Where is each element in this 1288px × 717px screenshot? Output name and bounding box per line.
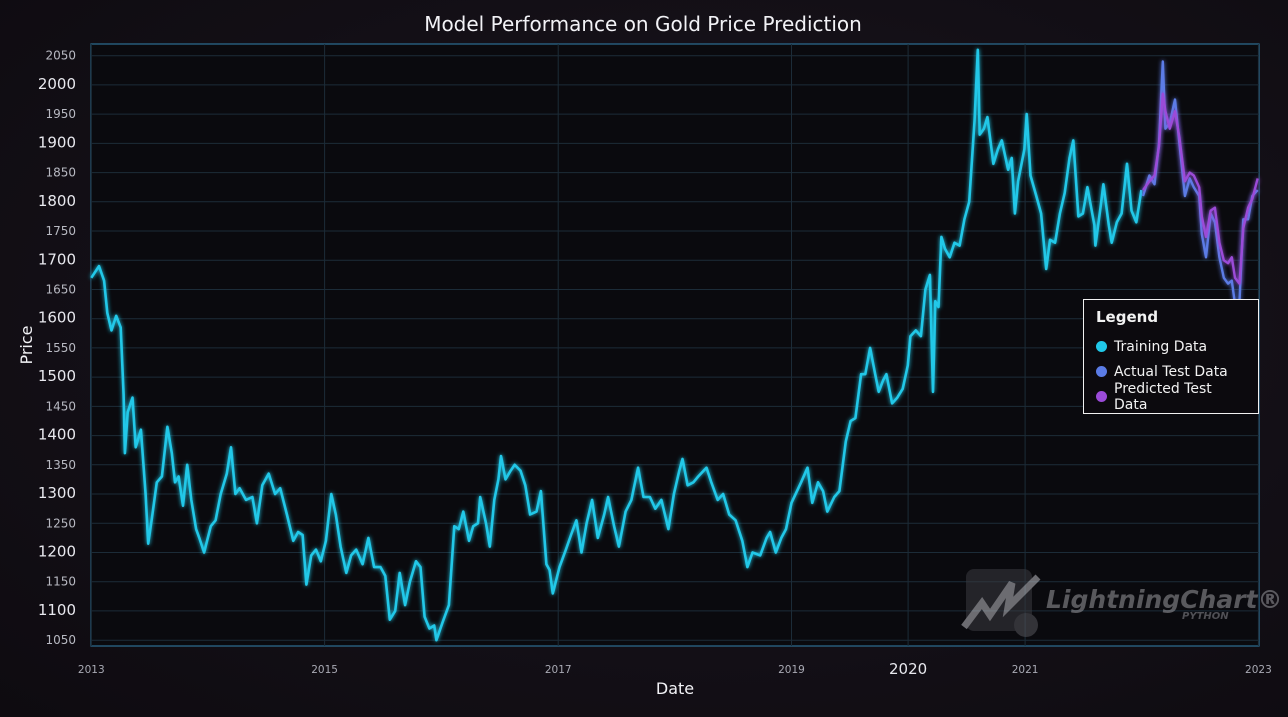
series-line-predicted-test-data — [1142, 92, 1259, 285]
y-tick-label: 1750 — [45, 224, 76, 238]
grid — [90, 44, 1259, 646]
x-tick-label: 2013 — [78, 664, 105, 676]
y-tick-label: 1850 — [45, 166, 76, 180]
chart-title: Model Performance on Gold Price Predicti… — [424, 12, 862, 36]
y-tick-label: 1350 — [45, 458, 76, 472]
legend-label-training: Training Data — [1114, 338, 1208, 355]
y-tick-label: 2050 — [45, 49, 76, 63]
legend-label-actual: Actual Test Data — [1114, 363, 1228, 380]
y-tick-label: 1650 — [45, 283, 76, 297]
y-tick-label: 1450 — [45, 399, 76, 413]
x-tick-label: 2023 — [1245, 664, 1272, 676]
y-tick-label: 1900 — [38, 133, 76, 151]
y-tick-label: 1800 — [38, 192, 76, 210]
legend: Legend Training Data Actual Test Data Pr… — [1083, 299, 1259, 414]
x-tick-label: 2020 — [889, 660, 927, 678]
x-tick-label: 2021 — [1012, 664, 1039, 676]
legend-label-predicted: Predicted Test Data — [1114, 380, 1212, 413]
watermark-brand: LightningChart® — [1046, 585, 1283, 614]
y-axis-label: Price — [17, 325, 36, 364]
legend-item-actual[interactable]: Actual Test Data — [1096, 359, 1246, 384]
x-ticks: 2013 2015 2017 2019 2020 2021 2023 — [78, 660, 1272, 678]
y-tick-label: 2000 — [38, 75, 76, 93]
y-tick-label: 1950 — [45, 107, 76, 121]
y-tick-label: 1400 — [38, 426, 76, 444]
y-tick-label: 1250 — [45, 516, 76, 530]
lightningchart-watermark: LightningChart® PYTHON — [960, 567, 1283, 639]
y-tick-label: 1150 — [45, 575, 76, 589]
lightningchart-logo-icon — [961, 569, 1041, 637]
predicted-test-data-dot-icon — [1096, 391, 1107, 402]
legend-item-predicted[interactable]: Predicted Test Data — [1096, 381, 1246, 413]
y-tick-label: 1300 — [38, 484, 76, 502]
watermark-sub: PYTHON — [1182, 611, 1229, 622]
legend-title: Legend — [1096, 308, 1159, 326]
y-tick-label: 1500 — [38, 367, 76, 385]
y-ticks: 1050 1100 1150 1200 1250 1300 1350 1400 1450 1500… — [38, 49, 76, 648]
actual-test-data-dot-icon — [1096, 366, 1107, 377]
legend-item-training[interactable]: Training Data — [1096, 334, 1246, 359]
y-tick-label: 1600 — [38, 309, 76, 327]
x-tick-label: 2015 — [311, 664, 338, 676]
plot-area — [90, 43, 1260, 647]
y-tick-label: 1050 — [45, 633, 76, 647]
series-line-training-data — [90, 48, 1143, 642]
x-axis-label: Date — [656, 679, 694, 698]
y-tick-label: 1700 — [38, 250, 76, 268]
x-tick-label: 2019 — [778, 664, 805, 676]
y-tick-label: 1100 — [38, 601, 76, 619]
y-tick-label: 1200 — [38, 543, 76, 561]
training-data-dot-icon — [1096, 341, 1107, 352]
x-tick-label: 2017 — [545, 664, 572, 676]
y-tick-label: 1550 — [45, 341, 76, 355]
